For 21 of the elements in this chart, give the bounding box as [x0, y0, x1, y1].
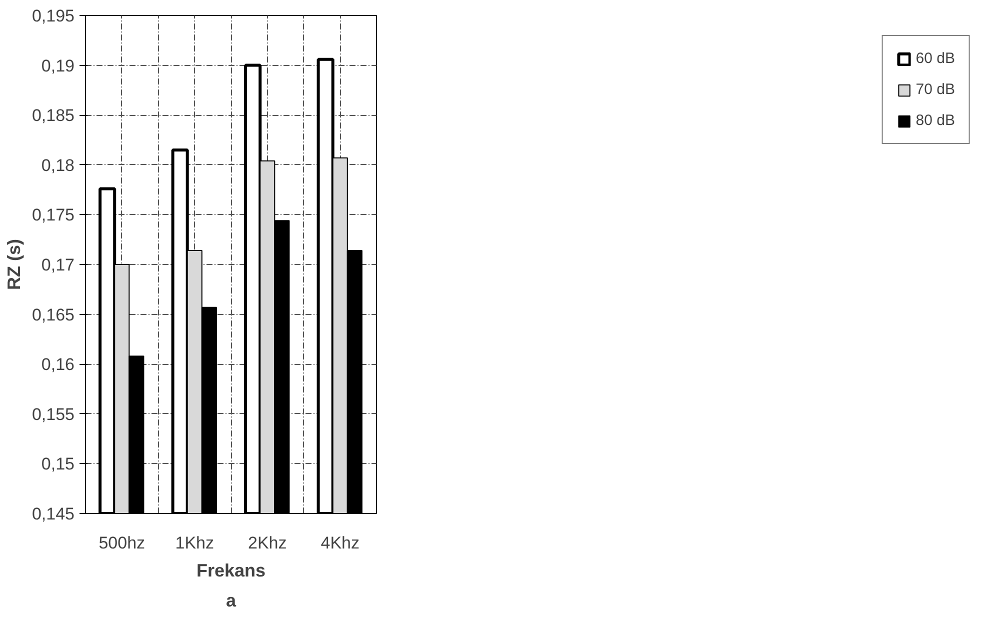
legend-label: 70 dB [916, 81, 955, 98]
y-axis-title: RZ (s) [4, 238, 24, 290]
legend-label: 60 dB [916, 50, 955, 67]
y-tick-label: 0,15 [41, 454, 75, 474]
y-tick-label: 0,175 [32, 206, 75, 225]
x-tick-label: 1Khz [175, 534, 214, 552]
x-tick-label: 2Khz [248, 534, 287, 552]
y-tick-label: 0,185 [32, 106, 75, 126]
y-tick-label: 0,145 [32, 504, 75, 524]
y-tick-label: 0,155 [32, 404, 75, 424]
x-axis-title: Frekans [196, 560, 266, 580]
y-tick-label: 0,18 [41, 156, 75, 175]
x-tick-label: 500hz [98, 534, 146, 552]
y-tick-label: 0,16 [41, 355, 75, 374]
y-tick-label: 0,165 [32, 305, 75, 324]
y-tick-label: 0,195 [32, 6, 75, 26]
y-tick-label: 0,19 [41, 56, 75, 76]
text: a [226, 590, 237, 610]
y-tick-label: 0,17 [41, 256, 75, 274]
x-tick-label: 4Khz [320, 534, 360, 552]
legend-label: 80 dB [916, 112, 955, 129]
